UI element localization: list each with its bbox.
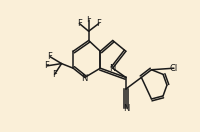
Text: F: F (77, 19, 81, 28)
Text: Cl: Cl (169, 64, 177, 73)
Text: F: F (47, 52, 52, 61)
Text: N: N (122, 104, 128, 113)
Text: F: F (44, 61, 49, 70)
Text: F: F (52, 70, 57, 79)
Text: N: N (109, 64, 115, 74)
Text: F: F (96, 19, 101, 28)
Text: N: N (81, 74, 88, 83)
Text: F: F (86, 15, 91, 24)
